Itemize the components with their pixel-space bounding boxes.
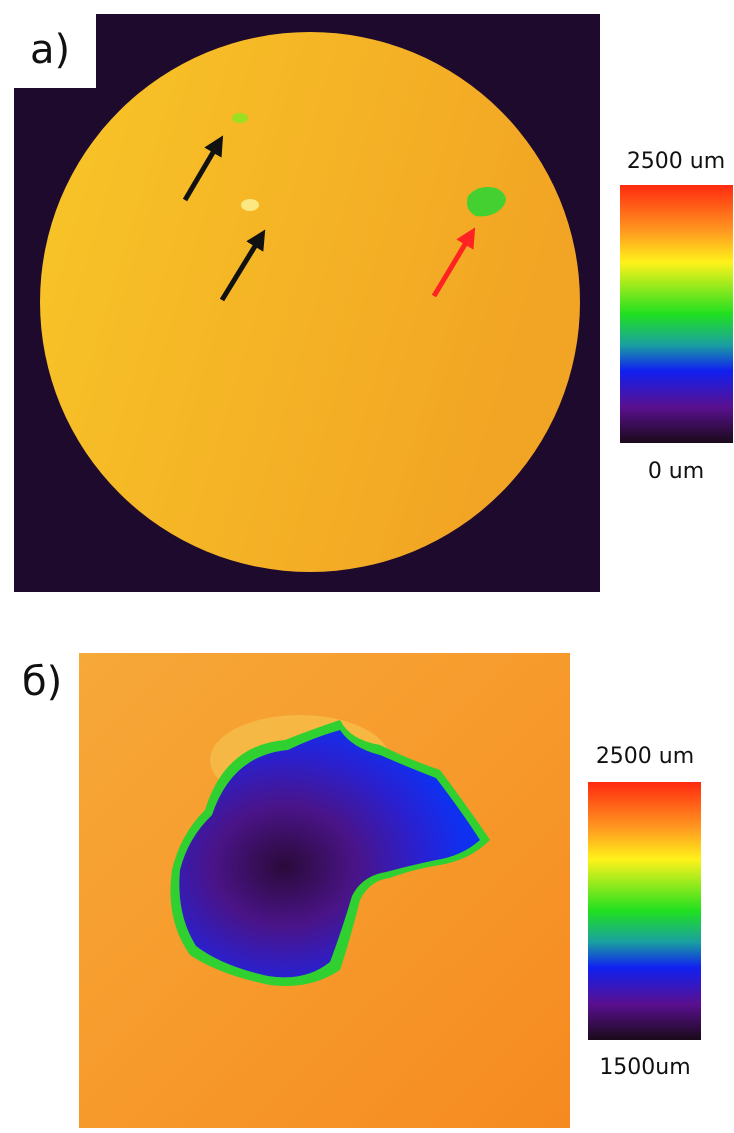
colorbar-max: 2500 um — [596, 744, 694, 769]
colorbar — [588, 782, 701, 1040]
colorbar-max: 2500 um — [627, 149, 725, 174]
panel-b: б) 2500 um 1500um — [22, 653, 701, 1128]
panel-label: a) — [30, 27, 70, 73]
colorbar — [620, 185, 733, 443]
figure: a) 2500 um 0 um б) 2500 um 1500um — [0, 0, 734, 1133]
defect-spot — [241, 199, 259, 211]
colorbar-min: 1500um — [599, 1055, 690, 1080]
colorbar-min: 0 um — [648, 459, 704, 484]
sample-disk — [40, 32, 580, 572]
panel-label: б) — [22, 659, 62, 705]
defect-spot — [232, 113, 248, 123]
panel-a: a) 2500 um 0 um — [14, 14, 733, 592]
